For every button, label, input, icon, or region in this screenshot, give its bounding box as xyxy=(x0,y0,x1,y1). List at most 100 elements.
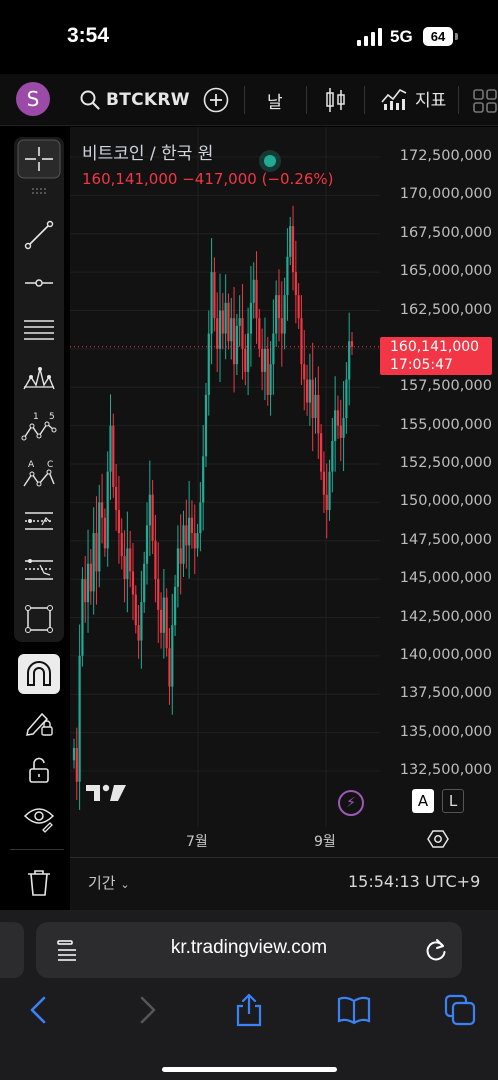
lightning-icon[interactable]: ⚡ xyxy=(338,790,364,816)
drawing-mode-tool[interactable] xyxy=(14,700,64,744)
toolbar-divider xyxy=(458,86,459,114)
symbol-label: BTCKRW xyxy=(106,90,190,110)
bar-countdown: 17:05:47 xyxy=(390,356,453,373)
candle-body xyxy=(182,525,185,564)
remove-drawings-tool[interactable] xyxy=(14,861,64,905)
candle-body xyxy=(336,410,340,426)
candle-body xyxy=(159,609,163,633)
battery-icon: 64 xyxy=(423,27,453,46)
forward-icon[interactable] xyxy=(128,992,164,1028)
date-range-button[interactable]: 기간 ⌄ xyxy=(88,872,130,893)
price-tick-label: 135,000,000 xyxy=(399,723,492,740)
unlock-icon xyxy=(29,757,49,783)
back-icon[interactable] xyxy=(22,992,58,1028)
legend-symbol-name: 비트코인 / 한국 원 xyxy=(82,144,214,164)
candle-body xyxy=(84,579,87,603)
candle-body xyxy=(92,533,95,592)
price-tick-label: 150,000,000 xyxy=(399,493,492,510)
lock-drawings-tool[interactable] xyxy=(14,748,64,792)
reader-format-icon[interactable] xyxy=(56,938,78,962)
log-scale-button[interactable]: L xyxy=(442,789,464,813)
tool-divider xyxy=(10,849,64,850)
settings-icon[interactable] xyxy=(427,828,449,850)
candle-body xyxy=(291,226,295,273)
candle-body xyxy=(289,226,292,257)
pattern-tool[interactable] xyxy=(14,357,64,401)
home-indicator xyxy=(162,1067,337,1072)
price-tick-label: 132,500,000 xyxy=(399,762,492,778)
candle-body xyxy=(224,302,227,334)
candle-body xyxy=(238,318,241,326)
candle-body xyxy=(89,563,92,592)
tradingview-logo[interactable] xyxy=(84,781,128,805)
horizontal-ray-tool[interactable] xyxy=(14,261,64,305)
magnet-tool[interactable] xyxy=(14,652,64,696)
candle-body xyxy=(199,502,202,534)
candle-body xyxy=(277,295,281,319)
avatar[interactable]: S xyxy=(16,82,50,116)
trend-line-tool[interactable] xyxy=(14,213,64,257)
interval-button[interactable]: 날 xyxy=(267,93,283,113)
forecast-tool[interactable] xyxy=(14,549,64,593)
legend-last-price: 160,141,000 xyxy=(82,170,178,188)
timezone-clock[interactable]: 15:54:13 UTC+9 xyxy=(348,872,481,891)
symbol-search-button[interactable]: BTCKRW xyxy=(80,85,190,115)
time-tick-label: 9월 xyxy=(314,834,336,850)
toolbar-divider xyxy=(364,86,365,114)
horizontal-line-icon xyxy=(25,279,53,287)
tabs-icon[interactable] xyxy=(442,992,478,1028)
candles-icon[interactable] xyxy=(325,86,347,114)
candle-body xyxy=(173,586,177,626)
candle-body xyxy=(283,295,286,334)
price-tick-label: 140,000,000 xyxy=(399,646,492,663)
candle-body xyxy=(232,318,236,365)
candlestick-chart[interactable] xyxy=(70,127,498,827)
candle-body xyxy=(86,563,90,603)
candle-body xyxy=(350,341,354,347)
candle-body xyxy=(202,456,205,503)
chart-area[interactable]: 172,500,000 170,000,000 167,500,000 165,000… xyxy=(70,127,498,910)
candle-body xyxy=(230,318,233,342)
candle-body xyxy=(123,556,126,580)
trash-icon xyxy=(28,870,50,896)
market-status-icon[interactable] xyxy=(264,155,276,167)
parallel-channel-tool[interactable] xyxy=(14,309,64,353)
address-bar[interactable]: kr.tradingview.com xyxy=(36,922,462,978)
auto-scale-button[interactable]: A xyxy=(412,789,434,813)
candle-body xyxy=(266,348,269,395)
candle-body xyxy=(272,333,275,365)
candle-body xyxy=(311,379,314,418)
indicators-button[interactable]: 지표 xyxy=(381,86,446,111)
hide-drawings-tool[interactable] xyxy=(14,796,64,840)
long-position-tool[interactable] xyxy=(14,501,64,545)
layout-grid-icon[interactable] xyxy=(472,88,498,114)
candle-body xyxy=(179,548,182,564)
crosshair-tool[interactable] xyxy=(14,137,64,181)
drag-handle-icon[interactable] xyxy=(14,183,64,199)
candle-body xyxy=(112,425,115,488)
rectangle-tool[interactable] xyxy=(14,597,64,641)
status-bar: 3:54 5G 64 xyxy=(0,0,498,74)
forecast-icon xyxy=(25,559,53,580)
reload-icon[interactable] xyxy=(423,936,449,964)
time-axis[interactable]: 7월 9월 xyxy=(70,827,498,853)
previous-tab[interactable] xyxy=(0,922,24,978)
trend-line-icon xyxy=(24,220,54,250)
pencil-lock-icon xyxy=(26,712,53,736)
bookmarks-icon[interactable] xyxy=(336,992,372,1028)
svg-text:A: A xyxy=(28,460,35,470)
share-icon[interactable] xyxy=(231,992,267,1028)
price-tick-label: 165,000,000 xyxy=(399,263,492,280)
price-tick-label: 147,500,000 xyxy=(399,531,492,548)
parallel-channel-icon xyxy=(24,320,54,340)
candle-body xyxy=(196,533,199,549)
candle-body xyxy=(216,318,219,349)
chart-bottom-bar: 기간 ⌄ 15:54:13 UTC+9 xyxy=(70,857,498,910)
drawing-tools-panel xyxy=(14,137,64,642)
toolbar-divider xyxy=(244,86,245,114)
price-tick-label: 137,500,000 xyxy=(399,685,492,702)
add-symbol-icon[interactable] xyxy=(203,87,229,113)
